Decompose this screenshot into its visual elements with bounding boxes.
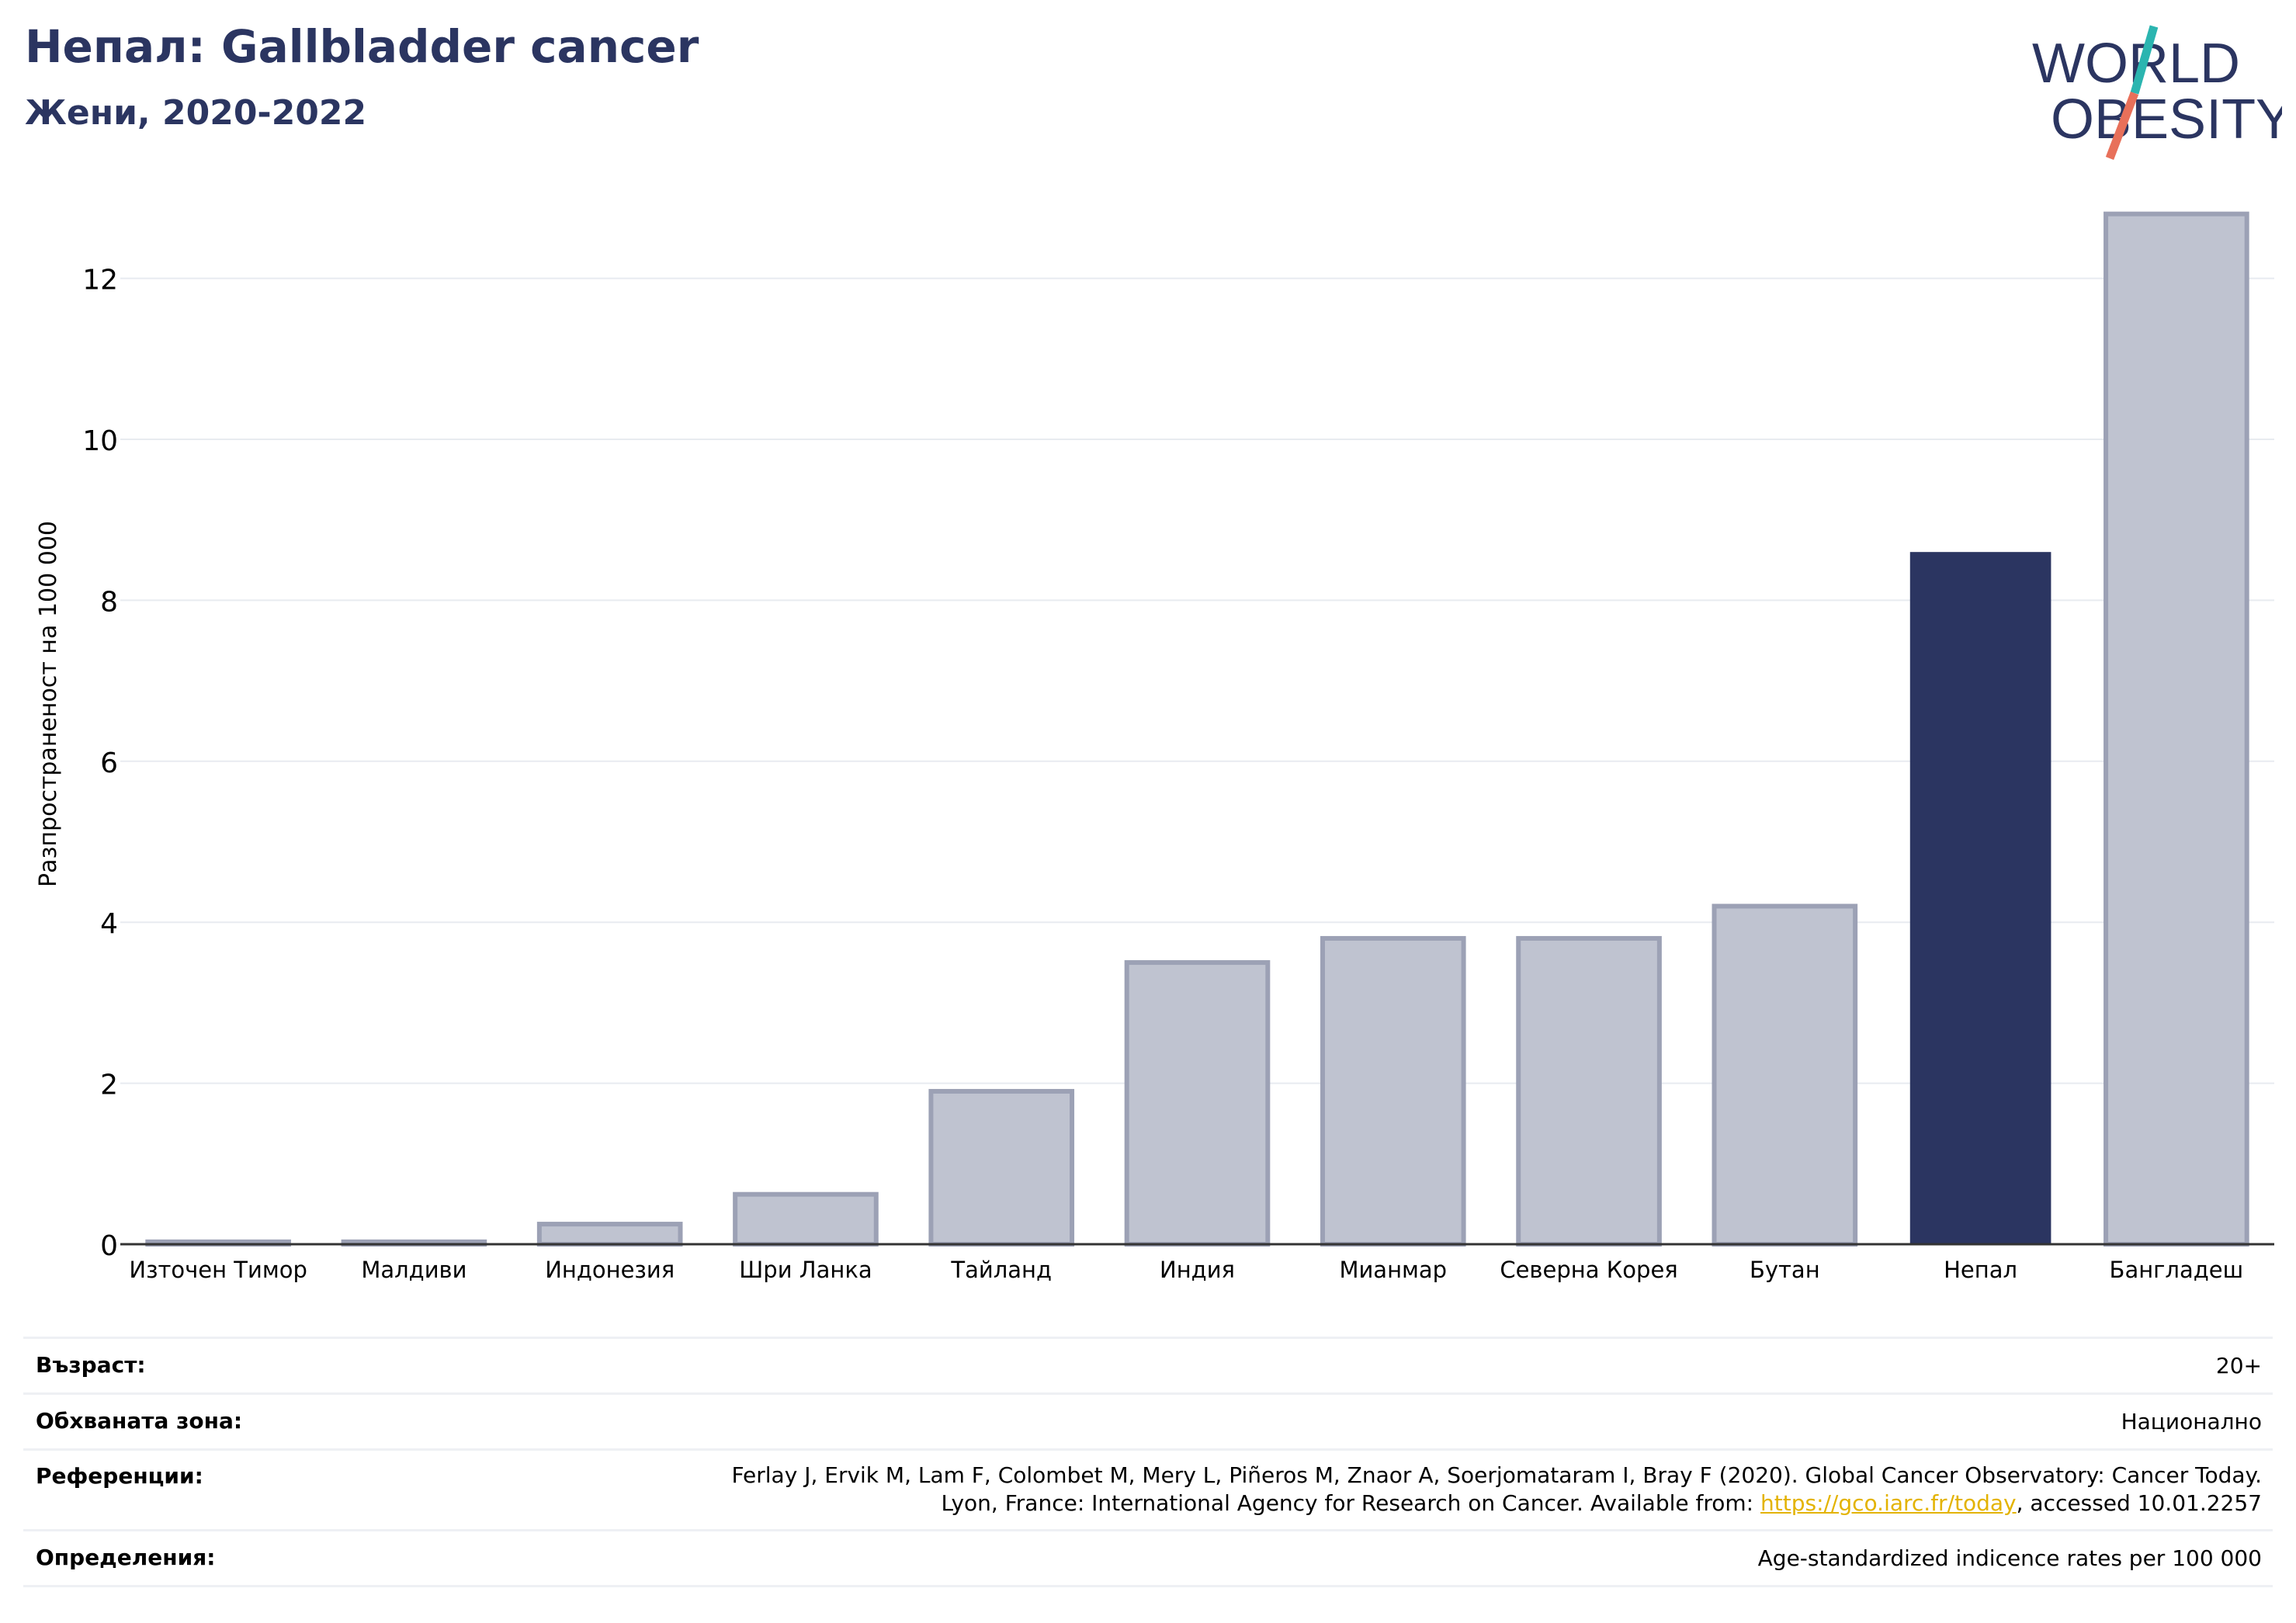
- y-tick-label: 8: [100, 586, 118, 618]
- zone-label: Обхваната зона:: [36, 1408, 243, 1434]
- references-line-1: Ferlay J, Ervik M, Lam F, Colombet M, Me…: [731, 1462, 2262, 1488]
- y-tick-label: 4: [100, 908, 118, 940]
- y-tick-label: 12: [82, 265, 118, 297]
- x-tick-labels: Източен Тимор Малдиви Индонезия Шри Ланка Та…: [129, 1257, 2243, 1283]
- info-row-age: Възраст: 20+: [23, 1337, 2273, 1392]
- bar: [1909, 552, 2051, 1244]
- logo-teal-slash: [2130, 25, 2159, 95]
- age-value: 20+: [2215, 1353, 2262, 1379]
- x-tick-label: Шри Ланка: [739, 1257, 872, 1283]
- world-obesity-logo: WORLD OBESITY: [2032, 25, 2282, 160]
- x-tick-label: Бангладеш: [2110, 1257, 2244, 1283]
- x-tick-label: Индия: [1160, 1257, 1235, 1283]
- references-line-2-start: Lyon, France: International Agency for R…: [941, 1490, 1760, 1516]
- bar: [1124, 960, 1271, 1247]
- chart-subtitle: Жени, 2020-2022: [25, 93, 367, 133]
- x-tick-label: Тайланд: [950, 1257, 1052, 1283]
- y-tick-label: 10: [82, 425, 118, 457]
- x-tick-label: Непал: [1944, 1257, 2017, 1283]
- logo-coral-slash: [2105, 92, 2139, 160]
- references-label: Референции:: [36, 1463, 203, 1489]
- bar: [1320, 935, 1466, 1247]
- y-tick-label: 2: [100, 1070, 118, 1101]
- info-row-zone: Обхваната зона: Национално: [23, 1392, 2273, 1448]
- y-axis-label: Разпространеност на 100 000: [35, 521, 62, 887]
- info-table: Възраст: 20+ Обхваната зона: Национално …: [23, 1337, 2273, 1587]
- bar: [1516, 935, 1662, 1247]
- x-tick-label: Северна Корея: [1500, 1257, 1677, 1283]
- info-row-definitions: Определения: Age-standardized indicence …: [23, 1529, 2273, 1587]
- x-tick-label: Източен Тимор: [129, 1257, 307, 1283]
- references-line-2-end: , accessed 10.01.2257: [2016, 1490, 2262, 1516]
- bar: [733, 1191, 879, 1247]
- bar: [1712, 903, 1858, 1247]
- references-link[interactable]: https://gco.iarc.fr/today: [1760, 1490, 2017, 1516]
- x-tick-label: Мианмар: [1339, 1257, 1447, 1283]
- bar: [536, 1222, 683, 1247]
- bar: [928, 1088, 1075, 1247]
- references-value: Ferlay J, Ervik M, Lam F, Colombet M, Me…: [731, 1462, 2262, 1517]
- bars: [145, 211, 2249, 1247]
- definitions-value: Age-standardized indicence rates per 100…: [1757, 1545, 2262, 1571]
- y-tick-labels: 0 2 4 6 8 10 12: [82, 265, 118, 1262]
- chart-title: Непал: Gallbladder cancer: [25, 20, 699, 73]
- definitions-label: Определения:: [36, 1545, 216, 1570]
- references-line-2: Lyon, France: International Agency for R…: [731, 1489, 2262, 1517]
- bar: [2104, 211, 2249, 1247]
- y-tick-label: 0: [100, 1230, 118, 1262]
- x-tick-label: Малдиви: [361, 1257, 466, 1283]
- bar-chart: 0 2 4 6 8 10 12 Източен Тимор Малдиви Индонезия Ш…: [35, 211, 2274, 1283]
- logo-word-obesity: OBESITY: [2051, 88, 2282, 151]
- info-row-references: Референции: Ferlay J, Ervik M, Lam F, Co…: [23, 1448, 2273, 1529]
- zone-value: Национално: [2121, 1409, 2262, 1434]
- age-label: Възраст:: [36, 1352, 146, 1378]
- x-tick-label: Индонезия: [545, 1257, 675, 1283]
- y-tick-label: 6: [100, 747, 118, 779]
- x-tick-label: Бутан: [1750, 1257, 1820, 1283]
